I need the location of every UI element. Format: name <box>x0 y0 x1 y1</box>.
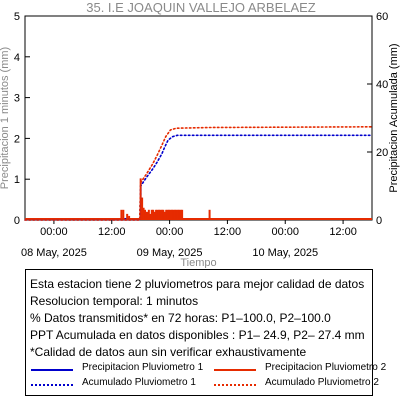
x-date-label: 08 May, 2025 <box>21 247 87 259</box>
legend-p1-rain-label: Precipitacion Pluviometro 1 <box>82 362 204 373</box>
x-tick-label: 12:00 <box>329 226 357 238</box>
left-y-axis-label: Precipitacion 1 minutos (mm) <box>0 47 11 189</box>
x-tick-label: 12:00 <box>214 226 242 238</box>
x-tick-label: 00:00 <box>156 226 184 238</box>
legend-p2-acc-label: Acumulado Pluviometro 2 <box>265 377 379 388</box>
info-line-accumulated: PPT Acumulada en datos disponibles : P1–… <box>30 328 365 342</box>
legend-p2-acc-swatch <box>214 384 256 386</box>
legend-p2-rain-label: Precipitacion Pluviometro 2 <box>265 362 387 373</box>
chart-title: 35. I.E JOAQUIN VALLEJO ARBELAEZ <box>86 0 316 15</box>
p2-accumulated-line <box>24 126 373 221</box>
legend-p1-acc-swatch <box>31 384 73 386</box>
x-date-label: 10 May, 2025 <box>252 247 318 259</box>
right-y-tick-label: 0 <box>376 215 382 227</box>
p1-accumulated-line <box>24 134 373 221</box>
left-y-tick-label: 2 <box>14 133 20 145</box>
x-axis-label: Tiempo <box>180 257 216 268</box>
x-date-label: 09 May, 2025 <box>137 247 203 259</box>
x-tick-label: 00:00 <box>40 226 68 238</box>
right-y-tick-label: 40 <box>376 79 388 91</box>
right-y-axis-label: Precipitacion Acumulada (mm) <box>388 43 400 192</box>
left-y-tick-label: 4 <box>14 52 20 64</box>
right-y-tick-label: 60 <box>376 11 388 23</box>
legend-p1-acc-label: Acumulado Pluviometro 1 <box>82 377 196 388</box>
legend-p1-rain-swatch <box>31 369 73 371</box>
left-y-tick-label: 0 <box>14 215 20 227</box>
left-y-tick-label: 5 <box>14 11 20 23</box>
info-line-resolution: Resolucion temporal: 1 minutos <box>30 294 199 308</box>
plot-frame <box>24 15 373 221</box>
x-tick-label: 12:00 <box>98 226 126 238</box>
info-line-transmitted: % Datos transmitidos* en 72 horas: P1–10… <box>30 311 331 325</box>
precipitation-chart: 0 1 2 3 4 5 0 20 40 60 00:00 08 May, 2025 12:00 00:00… <box>0 11 400 268</box>
left-y-tick-label: 3 <box>14 93 20 105</box>
info-panel: Esta estacion tiene 2 pluviometros para … <box>25 269 386 396</box>
info-line-quality-note: *Calidad de datos aun sin verificar exha… <box>30 345 307 359</box>
legend-p2-rain-swatch <box>214 369 256 371</box>
left-y-tick-label: 1 <box>14 174 20 186</box>
info-line-stations: Esta estacion tiene 2 pluviometros para … <box>30 277 365 291</box>
right-y-tick-label: 20 <box>376 147 388 159</box>
x-tick-label: 00:00 <box>271 226 299 238</box>
